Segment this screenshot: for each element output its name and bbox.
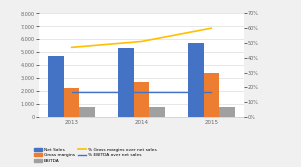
Bar	[64, 88, 79, 117]
Bar	[204, 73, 219, 117]
Bar	[118, 48, 134, 117]
Bar	[219, 107, 234, 117]
Bar	[188, 43, 204, 117]
Bar	[48, 56, 64, 117]
Bar	[79, 107, 95, 117]
Bar	[149, 107, 165, 117]
Legend: Net Sales, Gross margins, EBITDA, % Gross margins over net sales, % EBITDA over : Net Sales, Gross margins, EBITDA, % Gros…	[32, 146, 159, 165]
Bar	[134, 82, 149, 117]
